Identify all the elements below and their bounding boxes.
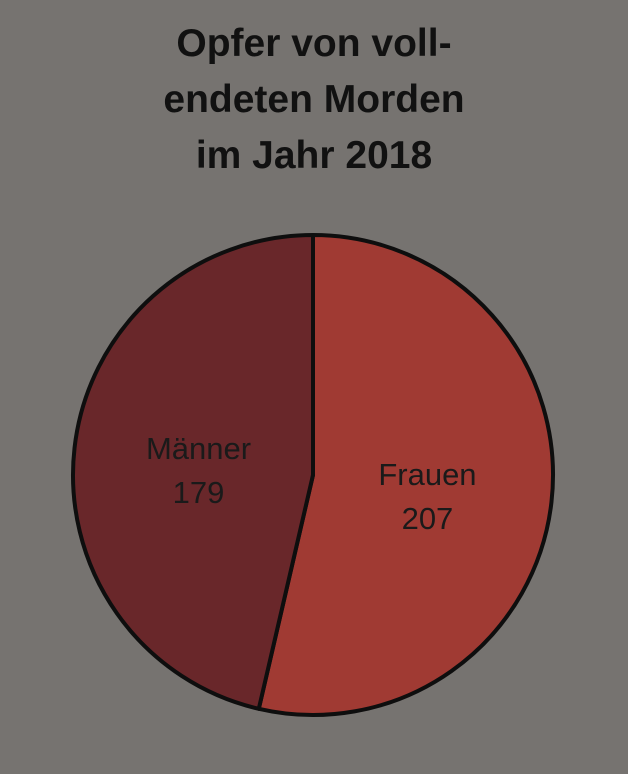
slice-label-frauen: Frauen [378,457,476,492]
pie-slice-frauen [256,233,555,717]
chart-title: Opfer von voll- endeten Morden im Jahr 2… [0,16,628,184]
chart-title-line-2: endeten Morden [163,78,465,121]
pie-slice-maenner [71,233,315,711]
chart-title-line-1: Opfer von voll- [176,22,452,65]
slice-value-frauen: 207 [402,501,454,536]
chart-title-line-3: im Jahr 2018 [195,134,433,177]
slice-label-maenner: Männer [146,431,251,466]
slice-value-maenner: 179 [173,475,225,510]
